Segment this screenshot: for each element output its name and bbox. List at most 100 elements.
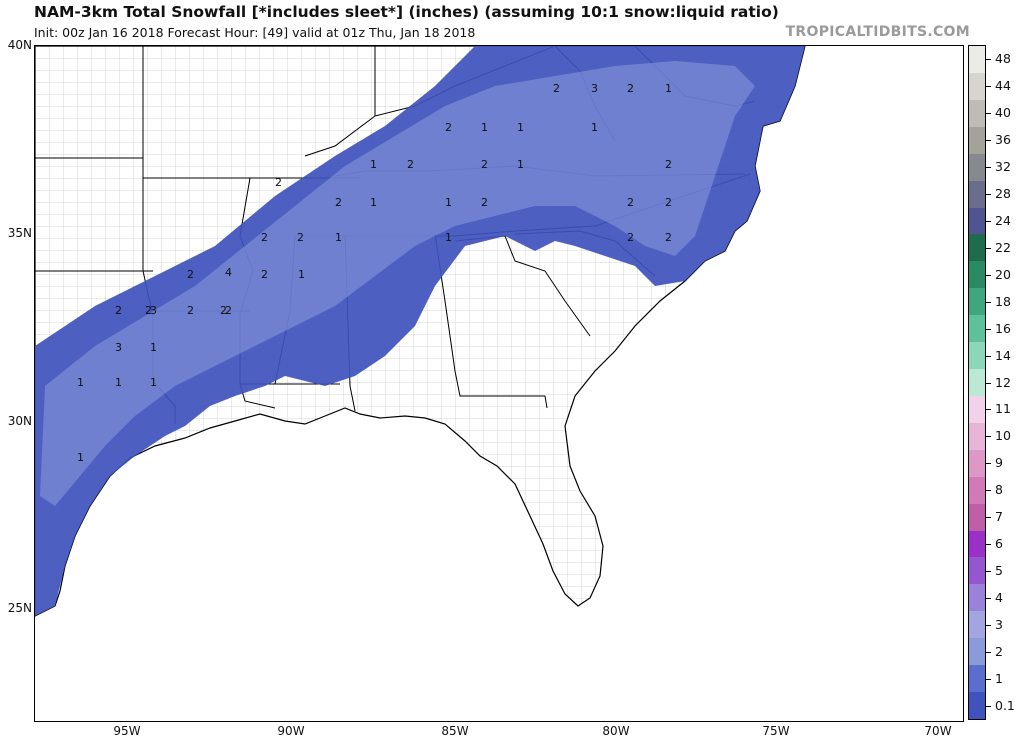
colorbar-label: 7 xyxy=(995,509,1003,525)
lat-label: 25N xyxy=(7,601,32,615)
colorbar-tick xyxy=(986,113,991,115)
map-title: NAM-3km Total Snowfall [*includes sleet*… xyxy=(34,3,779,21)
colorbar-tick xyxy=(986,220,991,222)
colorbar-swatch xyxy=(969,207,985,235)
colorbar-tick xyxy=(986,624,991,626)
colorbar-swatch xyxy=(969,449,985,478)
lat-label: 40N xyxy=(7,38,32,52)
colorbar-swatch xyxy=(969,692,985,720)
colorbar-label: 10 xyxy=(995,428,1011,444)
colorbar-label: 0.1 xyxy=(995,697,1015,713)
colorbar-label: 4 xyxy=(995,589,1003,605)
contour-label: 1 xyxy=(77,376,84,389)
contour-label: 2 xyxy=(261,231,268,244)
contour-label: 1 xyxy=(481,121,488,134)
contour-label: 2 xyxy=(481,158,488,171)
contour-label: 2 xyxy=(627,82,634,95)
contour-label: 2 xyxy=(145,304,152,317)
colorbar-tick xyxy=(986,597,991,599)
colorbar-swatch xyxy=(969,557,985,585)
colorbar-label: 12 xyxy=(995,374,1011,390)
contour-labels: 2 3 2 1 2 1 1 1 1 2 2 1 2 1 2 2 2 1 2 1 … xyxy=(77,82,672,464)
colorbar-swatch xyxy=(969,584,985,612)
contour-label: 2 xyxy=(220,304,227,317)
colorbar-label: 44 xyxy=(995,78,1011,94)
contour-label: 1 xyxy=(150,376,157,389)
contour-label: 2 xyxy=(335,196,342,209)
colorbar-tick xyxy=(986,274,991,276)
colorbar-tick xyxy=(986,436,991,438)
colorbar-tick xyxy=(986,140,991,142)
colorbar-tick xyxy=(986,651,991,653)
contour-label: 2 xyxy=(115,304,122,317)
snowfall-map: 2 3 2 1 2 1 1 1 1 2 2 1 2 1 2 2 2 1 2 1 … xyxy=(34,45,964,722)
colorbar-label: 1 xyxy=(995,670,1003,686)
contour-label: 2 xyxy=(481,196,488,209)
colorbar-label: 28 xyxy=(995,186,1011,202)
lon-label: 85W xyxy=(441,724,469,738)
colorbar-tick xyxy=(986,86,991,88)
colorbar-swatch xyxy=(969,153,985,182)
contour-label: 2 xyxy=(665,158,672,171)
contour-label: 3 xyxy=(591,82,598,95)
contour-label: 1 xyxy=(370,196,377,209)
contour-label: 1 xyxy=(77,451,84,464)
colorbar-label: 18 xyxy=(995,293,1011,309)
colorbar-swatch xyxy=(969,342,985,370)
contour-label: 2 xyxy=(627,231,634,244)
contour-label: 2 xyxy=(665,196,672,209)
colorbar-tick xyxy=(986,463,991,465)
contour-label: 2 xyxy=(627,196,634,209)
map-canvas: 2 3 2 1 2 1 1 1 1 2 2 1 2 1 2 2 2 1 2 1 … xyxy=(35,46,806,617)
colorbar-tick xyxy=(986,570,991,572)
colorbar-tick xyxy=(986,705,991,707)
colorbar-label: 6 xyxy=(995,536,1003,552)
colorbar-swatch xyxy=(969,180,985,208)
snow-band-moderate xyxy=(40,61,755,506)
colorbar-label: 14 xyxy=(995,347,1011,363)
colorbar-swatch xyxy=(969,395,985,424)
colorbar-tick xyxy=(986,678,991,680)
colorbar-swatch xyxy=(969,99,985,128)
lon-label: 90W xyxy=(277,724,305,738)
colorbar-swatch xyxy=(969,261,985,289)
contour-label: 1 xyxy=(591,121,598,134)
colorbar-swatch xyxy=(969,315,985,343)
colorbar-swatch xyxy=(969,46,985,74)
colorbar-tick xyxy=(986,409,991,411)
colorbar-swatch xyxy=(969,503,985,532)
colorbar-tick xyxy=(986,247,991,249)
colorbar-tick xyxy=(986,301,991,303)
contour-label: 1 xyxy=(517,158,524,171)
contour-label: 2 xyxy=(275,176,282,189)
contour-label: 2 xyxy=(665,231,672,244)
colorbar-swatch xyxy=(969,369,985,397)
contour-label: 3 xyxy=(150,304,157,317)
colorbar-label: 9 xyxy=(995,455,1003,471)
colorbar-label: 24 xyxy=(995,212,1011,228)
contour-label: 2 xyxy=(187,304,194,317)
colorbar-swatch xyxy=(969,611,985,639)
colorbar-swatch xyxy=(969,530,985,558)
contour-label: 1 xyxy=(150,341,157,354)
colorbar-label: 20 xyxy=(995,266,1011,282)
colorbar-tick xyxy=(986,328,991,330)
contour-label: 1 xyxy=(370,158,377,171)
lon-label: 80W xyxy=(602,724,630,738)
contour-label: 2 xyxy=(553,82,560,95)
contour-label: 1 xyxy=(445,196,452,209)
colorbar-label: 3 xyxy=(995,616,1003,632)
colorbar-label: 32 xyxy=(995,159,1011,175)
contour-label: 1 xyxy=(335,231,342,244)
colorbar-legend xyxy=(968,45,986,720)
contour-label: 1 xyxy=(517,121,524,134)
contour-label: 2 xyxy=(297,231,304,244)
contour-label: 3 xyxy=(115,341,122,354)
colorbar-swatch xyxy=(969,72,985,101)
lon-label: 70W xyxy=(924,724,952,738)
lon-label: 75W xyxy=(762,724,790,738)
contour-label: 2 xyxy=(225,304,232,317)
colorbar-tick xyxy=(986,490,991,492)
colorbar-tick xyxy=(986,382,991,384)
contour-label: 1 xyxy=(115,376,122,389)
